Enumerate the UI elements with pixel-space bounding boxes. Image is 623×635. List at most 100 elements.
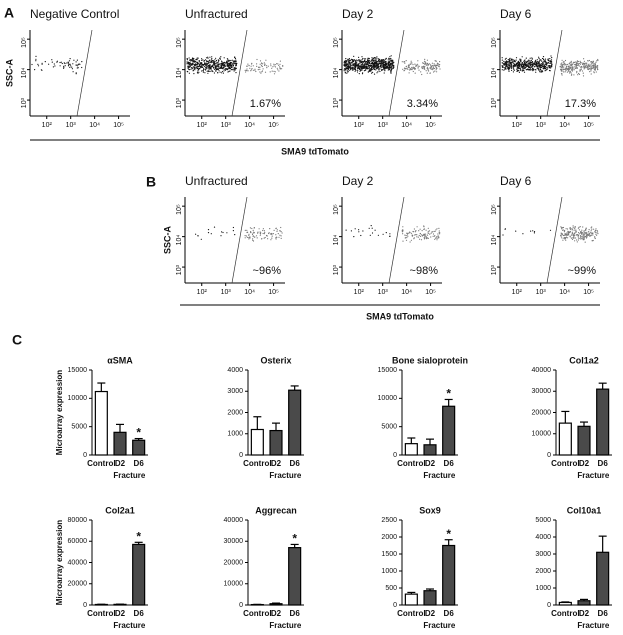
event-dot [279, 63, 281, 65]
event-dot [226, 60, 228, 62]
event-dot [588, 68, 590, 71]
event-dot [383, 72, 385, 74]
event-dot [432, 235, 434, 237]
y-tick-label: 2500 [381, 517, 397, 524]
event-dot [391, 63, 393, 65]
event-dot [211, 70, 213, 72]
event-dot [549, 229, 552, 231]
event-dot [569, 228, 572, 230]
event-dot [360, 66, 362, 68]
event-dot [376, 68, 378, 70]
event-dot [262, 228, 264, 230]
event-dot [415, 64, 417, 66]
event-dot [529, 57, 531, 59]
event-dot [533, 231, 536, 233]
event-dot [570, 63, 572, 65]
event-dot [435, 229, 437, 231]
x-tick-label: 10⁵ [583, 122, 594, 129]
event-dot [424, 65, 426, 68]
event-dot [281, 232, 283, 234]
event-dot [516, 65, 519, 67]
event-dot [595, 66, 597, 69]
event-dot [425, 233, 427, 235]
event-dot [231, 64, 233, 66]
event-dot [348, 58, 350, 61]
event-dot [209, 67, 211, 69]
event-dot [531, 63, 534, 65]
event-dot [523, 67, 525, 69]
event-dot [345, 68, 347, 70]
event-dot [353, 64, 355, 67]
event-dot [420, 234, 423, 236]
event-dot [564, 230, 566, 232]
event-dot [227, 66, 229, 68]
event-dot [581, 229, 583, 231]
y-tick-label: 0 [239, 452, 243, 459]
bar [94, 390, 108, 456]
event-dot [503, 60, 505, 63]
y-tick-label: 10000 [68, 395, 88, 402]
bar [288, 547, 302, 606]
event-dot [528, 67, 530, 69]
event-dot [511, 67, 513, 69]
x-tick-label: D2 [271, 459, 282, 468]
event-dot [368, 61, 370, 63]
event-dot [572, 66, 574, 68]
y-tick-label: 10³ [333, 97, 340, 108]
event-dot [219, 63, 221, 65]
event-dot [567, 233, 569, 235]
event-dot [195, 66, 197, 69]
event-dot [583, 66, 586, 69]
event-dot [582, 63, 584, 66]
x-tick-label: 10⁴ [244, 289, 255, 296]
y-tick-label: 5000 [71, 424, 87, 431]
event-dot [437, 237, 439, 239]
event-dot [426, 67, 428, 69]
event-dot [384, 65, 386, 67]
event-dot [211, 59, 213, 61]
event-dot [391, 64, 393, 66]
event-dot [586, 233, 588, 235]
event-dot [210, 62, 212, 64]
event-dot [415, 234, 417, 236]
y-tick-label: 3000 [535, 551, 551, 558]
event-dot [536, 67, 539, 69]
event-dot [261, 63, 263, 65]
event-dot [547, 61, 550, 64]
event-dot [217, 62, 219, 64]
event-dot [220, 235, 222, 237]
event-dot [250, 65, 252, 67]
event-dot [561, 59, 563, 61]
event-dot [424, 61, 426, 63]
x-tick-label: D6 [598, 459, 609, 468]
event-dot [570, 72, 572, 74]
event-dot [425, 70, 427, 72]
event-dot [589, 71, 591, 73]
y-tick-label: 10⁴ [333, 68, 340, 79]
event-dot [272, 66, 274, 68]
event-dot [264, 231, 266, 233]
event-dot [387, 62, 389, 64]
event-dot [562, 67, 564, 69]
event-dot [387, 65, 389, 68]
event-dot [426, 238, 428, 240]
event-dot [520, 61, 522, 63]
event-dot [596, 230, 598, 232]
event-dot [576, 61, 579, 63]
event-dot [235, 63, 237, 65]
event-dot [200, 62, 202, 64]
event-dot [585, 228, 587, 230]
event-dot [362, 65, 364, 67]
bar [596, 388, 610, 456]
event-dot [590, 73, 592, 75]
event-dot [275, 236, 277, 238]
event-dot [520, 65, 523, 67]
event-dot [541, 65, 544, 67]
event-dot [506, 65, 508, 68]
event-dot [192, 60, 194, 62]
event-dot [573, 69, 575, 71]
event-dot [541, 60, 543, 62]
event-dot [362, 67, 365, 69]
event-dot [560, 234, 562, 236]
event-dot [196, 57, 198, 59]
